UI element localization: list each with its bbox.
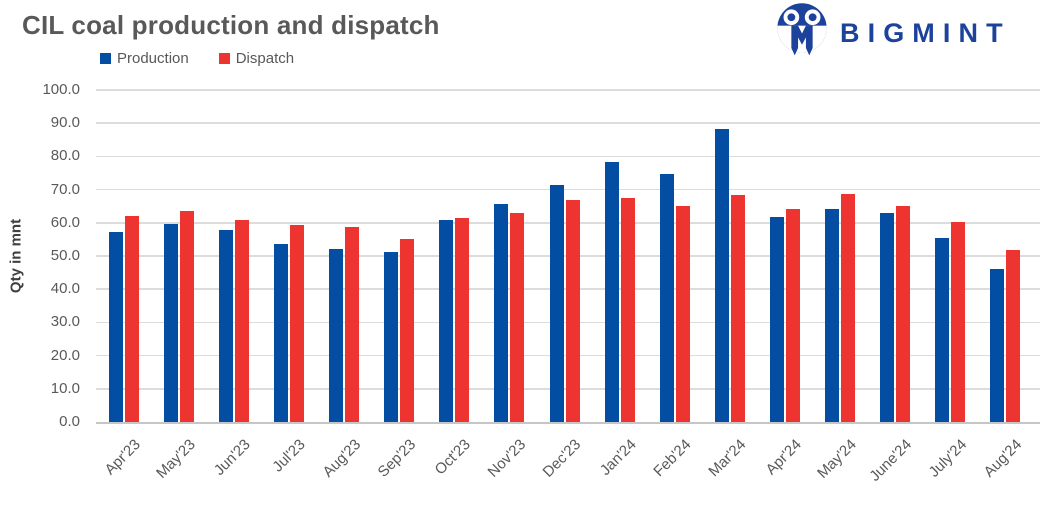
legend-item-production: Production <box>100 50 189 67</box>
bar-dispatch-Apr-23 <box>124 216 139 422</box>
y-tick-label: 70.0 <box>50 180 80 198</box>
bar-dispatch-Apr-24 <box>785 209 800 422</box>
bar-production-Dec-23 <box>549 184 564 422</box>
y-tick-label: 20.0 <box>50 346 80 364</box>
bar-production-Jul-23 <box>273 244 288 422</box>
bar-production-Apr-23 <box>108 231 123 422</box>
legend-label-dispatch: Dispatch <box>235 50 295 67</box>
y-tick-label: 50.0 <box>50 247 80 264</box>
bar-production-Aug-23 <box>329 248 344 422</box>
bar-production-May-24 <box>825 209 840 422</box>
x-tick-label-text: Dec'23 <box>539 436 585 481</box>
y-tick-label: 40.0 <box>50 280 80 298</box>
bar-production-Nov-23 <box>494 203 509 422</box>
bar-dispatch-May-24 <box>841 193 856 422</box>
y-tick-label: 0.0 <box>59 413 80 430</box>
bar-production-Mar-24 <box>714 128 729 422</box>
bar-production-Oct-23 <box>439 220 454 422</box>
x-tick-label-text: Jan'24 <box>596 436 640 479</box>
legend-swatch-production <box>100 53 111 64</box>
bar-dispatch-June-24 <box>896 206 911 422</box>
chart-legend: Production Dispatch <box>100 50 294 67</box>
bar-dispatch-Dec-23 <box>565 200 580 422</box>
x-tick-label-text: Aug'23 <box>319 436 365 481</box>
x-tick-label-text: Sep'23 <box>374 436 420 481</box>
bar-dispatch-Jan-24 <box>620 197 635 422</box>
x-tick-label-text: May'23 <box>152 436 199 482</box>
x-tick-label-text: May'24 <box>814 436 861 482</box>
y-tick-label: 100.0 <box>42 81 80 98</box>
bar-production-June-24 <box>880 212 895 422</box>
bar-dispatch-Jul-23 <box>289 224 304 422</box>
x-tick-label-text: Oct'23 <box>431 436 475 479</box>
chart-title: CIL coal production and dispatch <box>22 10 440 40</box>
bigmint-logo-icon <box>777 3 827 56</box>
x-tick-label-text: July'24 <box>925 436 971 481</box>
bar-dispatch-Aug-23 <box>345 227 360 422</box>
x-tick-label-text: Nov'23 <box>484 436 530 481</box>
bar-dispatch-Mar-24 <box>730 194 745 422</box>
x-tick-label-text: Mar'24 <box>705 436 750 481</box>
bar-dispatch-Sep-23 <box>400 239 415 422</box>
y-tick-label: 60.0 <box>50 213 80 231</box>
bar-dispatch-May-23 <box>179 211 194 422</box>
x-tick-label-text: Jun'23 <box>210 436 254 479</box>
bar-production-Apr-24 <box>769 217 784 422</box>
x-tick-label-text: Apr'23 <box>101 436 144 479</box>
x-tick-label-text: Jul'23 <box>269 436 309 476</box>
bar-dispatch-Feb-24 <box>675 205 690 422</box>
bar-dispatch-Oct-23 <box>455 218 470 422</box>
bar-production-Jun-23 <box>218 229 233 422</box>
y-tick-label: 10.0 <box>50 379 80 397</box>
bigmint-wordmark: BIGMINT <box>840 18 1011 48</box>
bar-dispatch-Aug-24 <box>1006 249 1021 422</box>
x-tick-label-text: June'24 <box>866 436 916 485</box>
gridline <box>96 122 1040 124</box>
bar-production-Sep-23 <box>384 252 399 422</box>
bigmint-logo: BIGMINT <box>774 2 1011 65</box>
bar-dispatch-Nov-23 <box>510 212 525 422</box>
y-tick-label: 90.0 <box>50 114 80 132</box>
bar-production-Feb-24 <box>659 174 674 422</box>
x-axis-line <box>96 422 1040 424</box>
legend-label-production: Production <box>117 50 189 67</box>
legend-swatch-dispatch <box>218 53 230 64</box>
y-tick-label: 30.0 <box>50 313 80 331</box>
gridline <box>96 188 1040 191</box>
gridline <box>96 89 1040 91</box>
x-tick-label-text: Aug'24 <box>980 436 1026 481</box>
y-tick-label: 80.0 <box>50 147 80 165</box>
legend-item-dispatch: Dispatch <box>218 50 295 67</box>
bar-dispatch-July-24 <box>951 222 966 422</box>
bar-dispatch-Jun-23 <box>234 219 249 422</box>
bar-production-July-24 <box>935 238 950 422</box>
x-tick-label-text: Feb'24 <box>650 436 695 481</box>
bar-production-May-23 <box>163 223 178 422</box>
bar-production-Aug-24 <box>990 269 1005 422</box>
x-tick-label-text: Apr'24 <box>762 436 805 479</box>
gridline <box>96 155 1040 158</box>
bar-production-Jan-24 <box>604 161 619 422</box>
